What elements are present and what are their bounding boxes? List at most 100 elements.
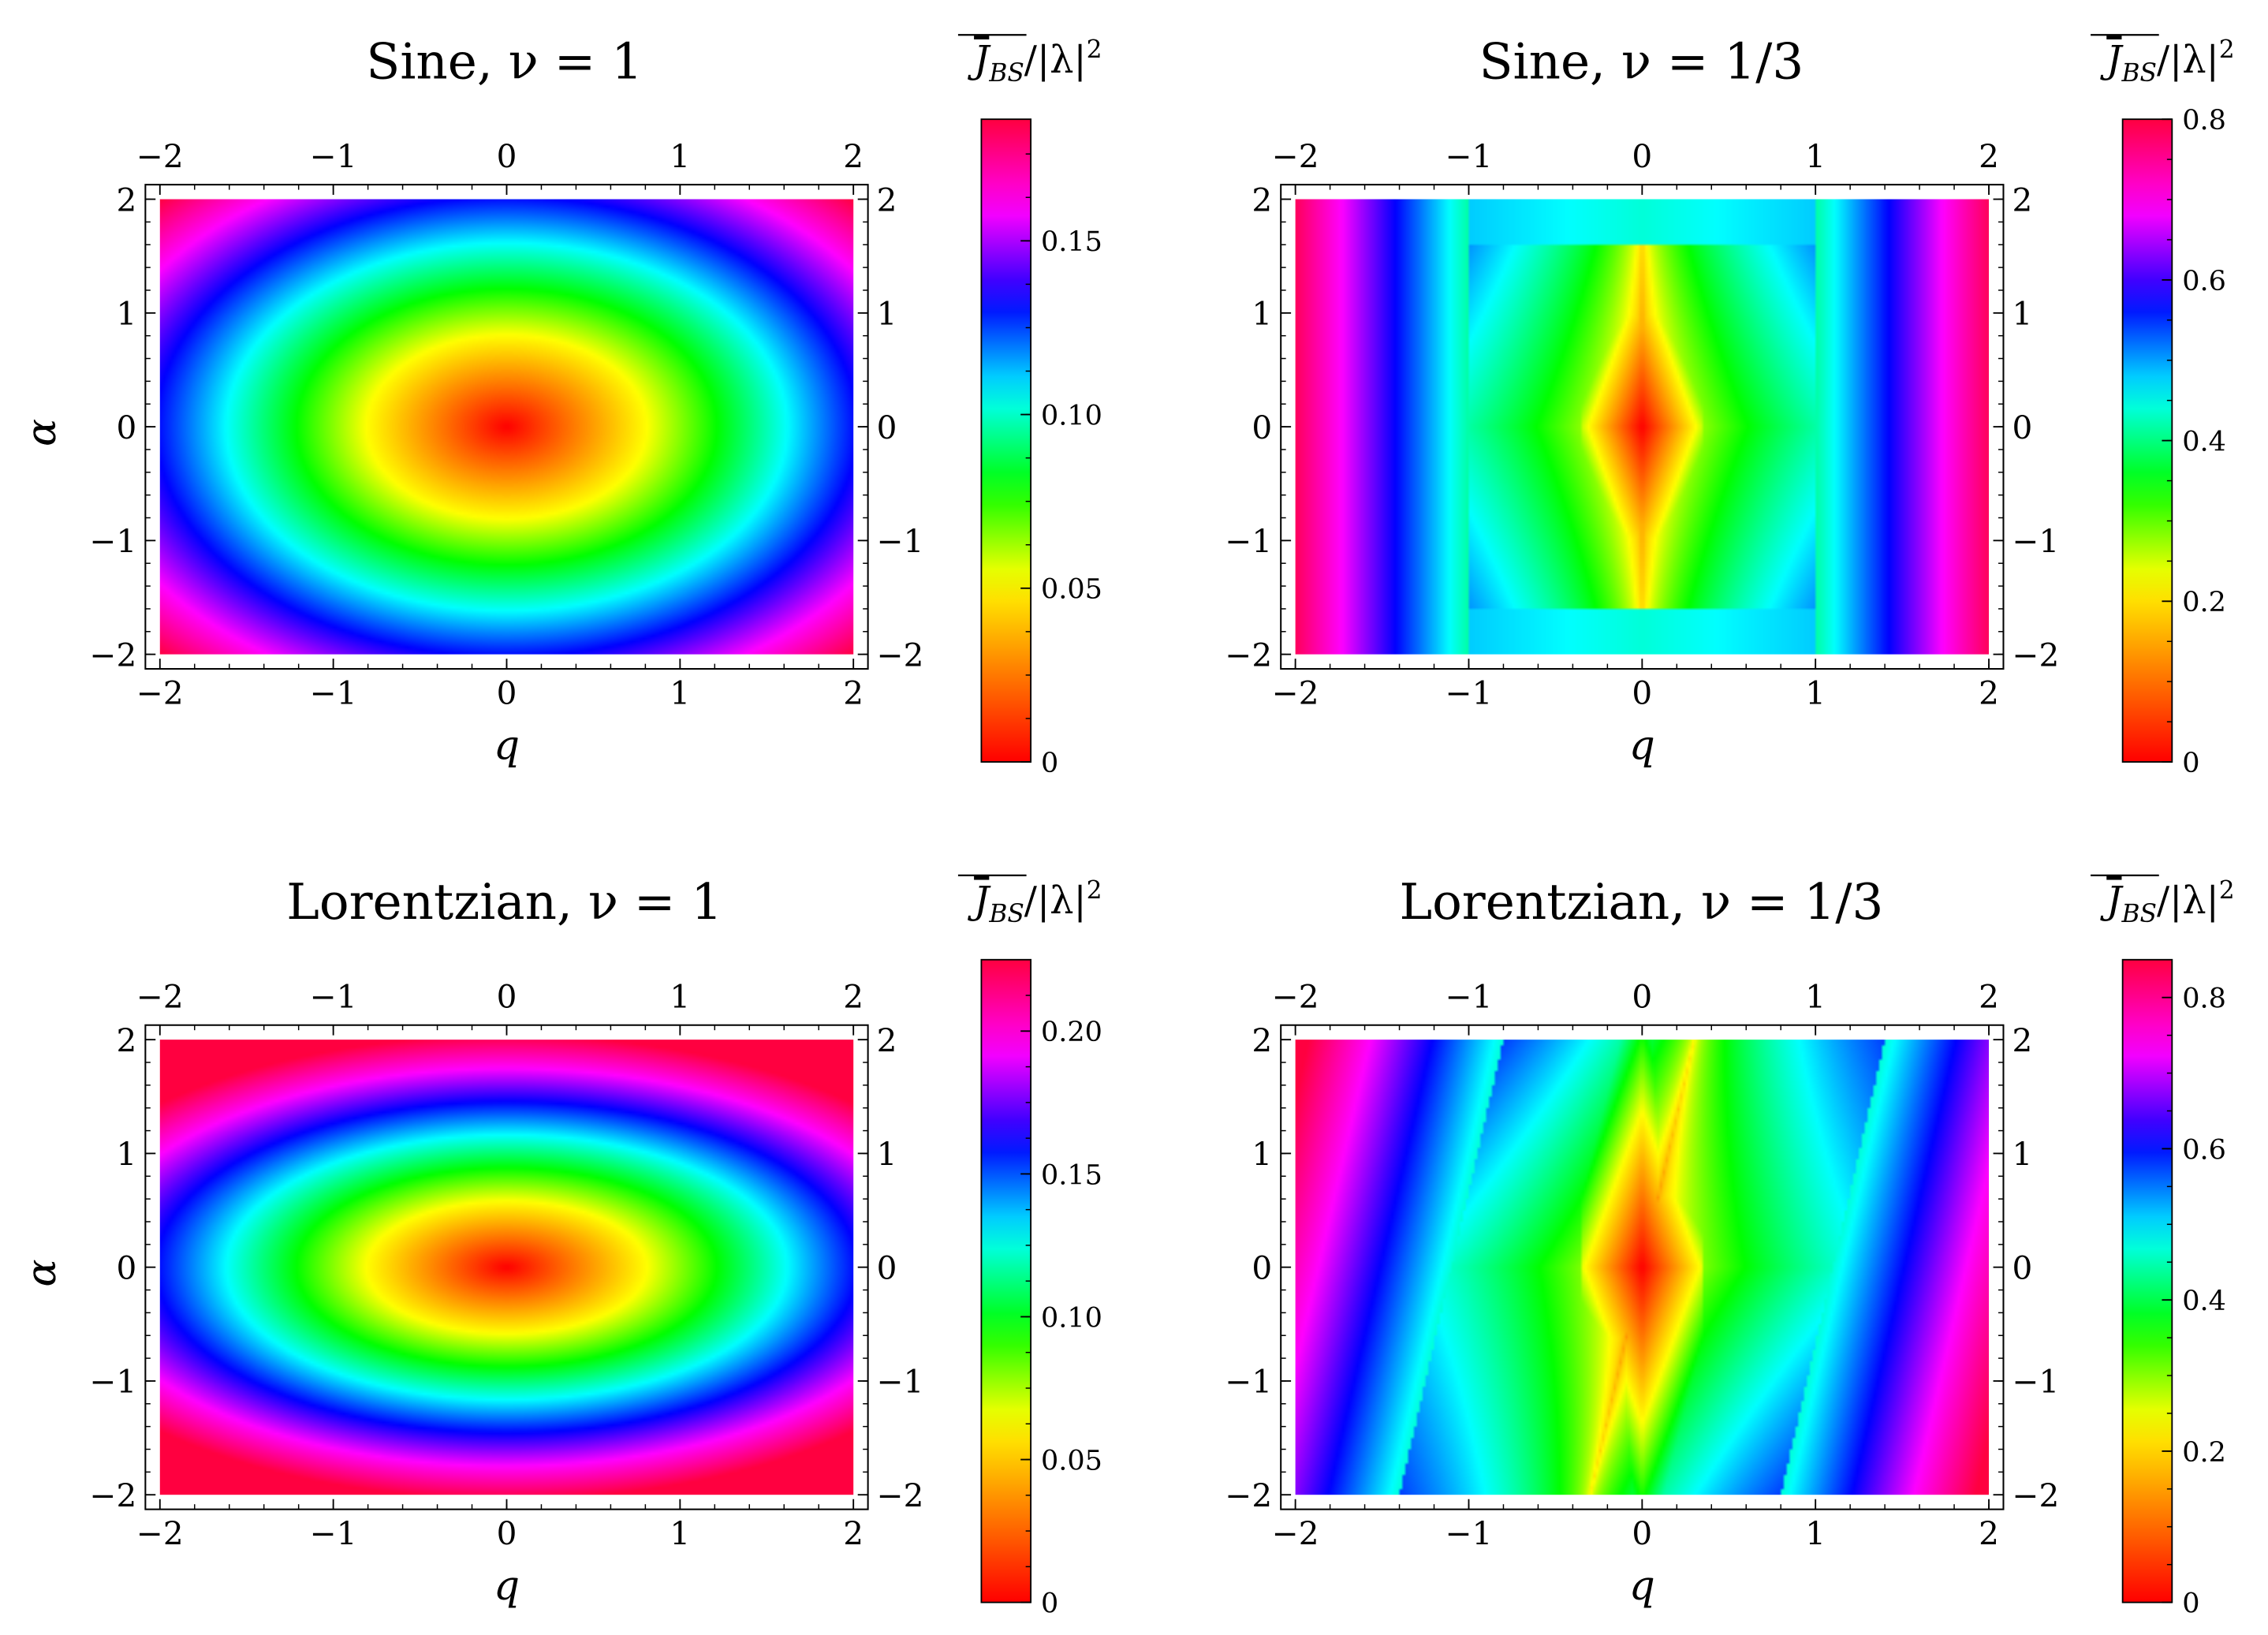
x-tick-label-bottom: 2 xyxy=(1979,1514,1999,1552)
y-tick-label-left: 1 xyxy=(116,1135,136,1173)
y-tick-label-right: 0 xyxy=(2012,409,2033,446)
colorbar-tick-label: 0.2 xyxy=(2182,1436,2226,1469)
y-tick-label-right: −2 xyxy=(877,636,924,674)
colorbar xyxy=(2121,958,2173,1603)
colorbar-tick-label: 0 xyxy=(1041,1588,1058,1620)
x-tick-label-top: −2 xyxy=(1272,978,1319,1016)
y-tick-label-right: 1 xyxy=(2012,295,2033,333)
x-tick-label-bottom: 0 xyxy=(497,674,517,711)
chart-title: Lorentzian, ν = 1 xyxy=(286,873,722,931)
x-tick-label-top: 1 xyxy=(1805,978,1826,1016)
x-tick-label-top: 2 xyxy=(1979,978,1999,1016)
x-tick-label-top: 1 xyxy=(670,978,690,1016)
y-tick-label-left: −2 xyxy=(90,636,137,674)
x-tick-label-bottom: 0 xyxy=(1632,674,1652,711)
colorbar-tick-label: 0.15 xyxy=(1041,1159,1102,1191)
x-tick-label-bottom: 2 xyxy=(843,674,864,711)
heatmap-image xyxy=(159,199,854,655)
y-tick-label-left: 0 xyxy=(116,1249,136,1286)
y-tick-label-left: 1 xyxy=(1252,295,1272,333)
x-tick-label-bottom: −2 xyxy=(1272,674,1319,711)
y-tick-label-left: 0 xyxy=(1252,1249,1272,1286)
colorbar-tick-label: 0.05 xyxy=(1041,1444,1102,1476)
colorbar-tick-label: 0.6 xyxy=(2182,265,2226,297)
chart-title: Sine, ν = 1 xyxy=(366,33,643,91)
y-tick-label-right: −2 xyxy=(2012,636,2060,674)
colorbar-label: JBS/|λ|2 xyxy=(2099,876,2234,928)
y-tick-label-right: 0 xyxy=(877,1249,897,1286)
y-tick-label-right: 0 xyxy=(2012,1249,2033,1286)
y-tick-label-right: 2 xyxy=(877,1021,897,1059)
y-axis-label: α xyxy=(18,419,65,446)
colorbar xyxy=(980,958,1032,1603)
y-tick-label-right: 1 xyxy=(877,1135,897,1173)
x-tick-label-top: 0 xyxy=(497,978,517,1016)
colorbar-tick-label: 0.8 xyxy=(2182,104,2226,136)
x-tick-label-bottom: −2 xyxy=(136,674,184,711)
x-tick-label-bottom: 1 xyxy=(670,674,690,711)
heatmap-image xyxy=(1295,199,1990,655)
y-tick-label-right: −1 xyxy=(877,1363,924,1401)
y-tick-label-right: 2 xyxy=(2012,181,2033,218)
y-tick-label-left: −1 xyxy=(90,1363,137,1401)
y-tick-label-right: 1 xyxy=(877,295,897,333)
x-tick-label-bottom: 0 xyxy=(1632,1514,1652,1552)
y-tick-label-left: −2 xyxy=(90,1476,137,1514)
x-tick-label-top: 0 xyxy=(497,137,517,175)
y-axis-label: α xyxy=(18,419,65,446)
x-tick-label-top: −2 xyxy=(136,137,184,175)
x-tick-label-bottom: 2 xyxy=(1979,674,1999,711)
x-tick-label-top: 2 xyxy=(843,137,864,175)
y-tick-label-right: −1 xyxy=(2012,1363,2060,1401)
colorbar-tick-label: 0 xyxy=(2182,747,2199,779)
x-tick-label-bottom: −1 xyxy=(1445,1514,1493,1552)
x-axis-label: q xyxy=(1629,1562,1655,1610)
x-tick-label-bottom: −1 xyxy=(310,1514,357,1552)
x-tick-label-bottom: −1 xyxy=(1445,674,1493,711)
x-tick-label-top: 0 xyxy=(1632,978,1652,1016)
x-tick-label-bottom: 2 xyxy=(843,1514,864,1552)
y-tick-label-left: 2 xyxy=(1252,1021,1272,1059)
y-tick-label-left: −1 xyxy=(1225,1363,1272,1401)
x-tick-label-top: −2 xyxy=(1272,137,1319,175)
colorbar-tick-label: 0 xyxy=(1041,747,1058,779)
y-tick-label-left: 1 xyxy=(116,295,136,333)
x-tick-label-bottom: −2 xyxy=(1272,1514,1319,1552)
colorbar-tick-label: 0.4 xyxy=(2182,426,2226,458)
x-tick-label-top: 2 xyxy=(1979,137,1999,175)
y-tick-label-right: 0 xyxy=(877,409,897,446)
heatmap-image xyxy=(159,1040,854,1495)
x-tick-label-top: 2 xyxy=(843,978,864,1016)
y-tick-label-right: 1 xyxy=(2012,1135,2033,1173)
chart-title: Sine, ν = 1/3 xyxy=(1479,33,1804,91)
x-tick-label-top: 0 xyxy=(1632,137,1652,175)
colorbar-tick-label: 0.15 xyxy=(1041,226,1102,258)
y-tick-label-right: 2 xyxy=(877,181,897,218)
y-tick-label-left: −2 xyxy=(1225,1476,1272,1514)
colorbar-tick-label: 0.6 xyxy=(2182,1133,2226,1166)
y-tick-label-left: −1 xyxy=(1225,522,1272,560)
colorbar-label: JBS/|λ|2 xyxy=(967,876,1102,928)
x-tick-label-bottom: −1 xyxy=(310,674,357,711)
y-axis-label: α xyxy=(18,1260,65,1287)
colorbar-label: JBS/|λ|2 xyxy=(2099,36,2234,88)
x-tick-label-top: −2 xyxy=(136,978,184,1016)
y-tick-label-right: −2 xyxy=(877,1476,924,1514)
colorbar-label: JBS/|λ|2 xyxy=(967,36,1102,88)
colorbar-tick-label: 0.05 xyxy=(1041,573,1102,606)
x-tick-label-top: −1 xyxy=(310,978,357,1016)
colorbar-tick-label: 0.20 xyxy=(1041,1016,1102,1048)
y-tick-label-left: −1 xyxy=(90,522,137,560)
y-axis-label: α xyxy=(18,1260,65,1287)
y-tick-label-right: −2 xyxy=(2012,1476,2060,1514)
x-axis-label: q xyxy=(1629,722,1655,769)
x-tick-label-bottom: 1 xyxy=(1805,1514,1826,1552)
y-tick-label-left: 2 xyxy=(116,1021,136,1059)
y-tick-label-left: 0 xyxy=(1252,409,1272,446)
y-tick-label-right: −1 xyxy=(877,522,924,560)
